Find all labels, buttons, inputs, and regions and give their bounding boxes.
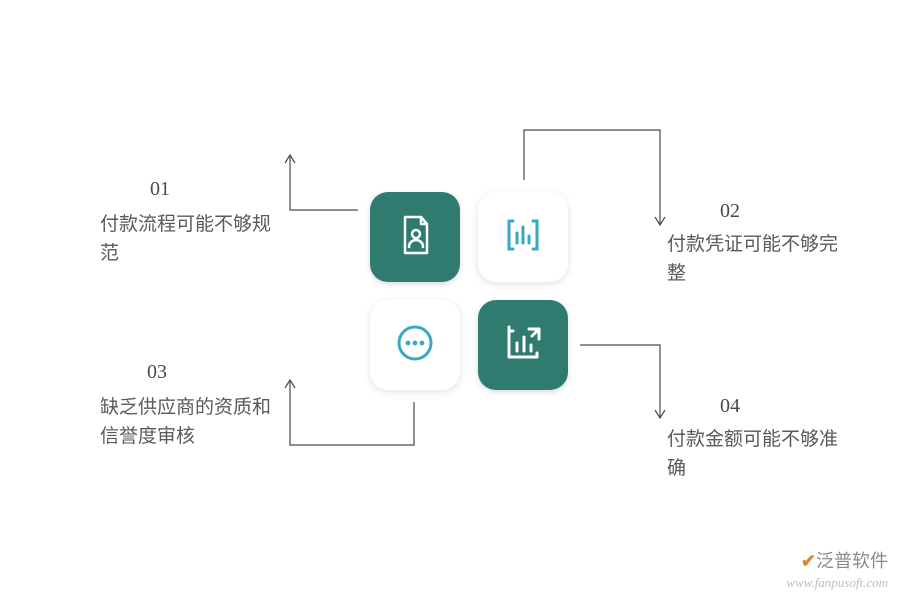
chart-brackets-icon (499, 211, 547, 264)
item-label-3: 缺乏供应商的资质和信誉度审核 (100, 393, 280, 452)
item-number-4: 04 (720, 395, 740, 418)
connector-1 (290, 155, 358, 210)
watermark-logo-mark: ✔ (801, 551, 816, 571)
infographic-canvas: 01 付款流程可能不够规范 02 付款凭证可能不够完整 03 缺乏供应商的资质和信誉度审核… (0, 0, 900, 600)
watermark: ✔泛普软件 www.fanpusoft.com (786, 549, 888, 592)
watermark-url: www.fanpusoft.com (786, 574, 888, 592)
card-1 (370, 192, 460, 282)
item-label-4: 付款金额可能不够准确 (667, 425, 847, 484)
item-number-2: 02 (720, 200, 740, 223)
item-label-1: 付款流程可能不够规范 (100, 210, 280, 269)
item-number-1: 01 (150, 178, 170, 201)
document-user-icon (391, 211, 439, 264)
connector-4 (580, 345, 660, 418)
card-2 (478, 192, 568, 282)
watermark-brand-suffix: 软件 (852, 551, 888, 571)
watermark-brand-prefix: 泛普 (816, 551, 852, 571)
card-4 (478, 300, 568, 390)
chart-arrow-icon (499, 319, 547, 372)
item-label-2: 付款凭证可能不够完整 (667, 230, 847, 289)
item-number-3: 03 (147, 361, 167, 384)
card-3 (370, 300, 460, 390)
connector-lines (0, 0, 900, 600)
dots-circle-icon (391, 319, 439, 372)
